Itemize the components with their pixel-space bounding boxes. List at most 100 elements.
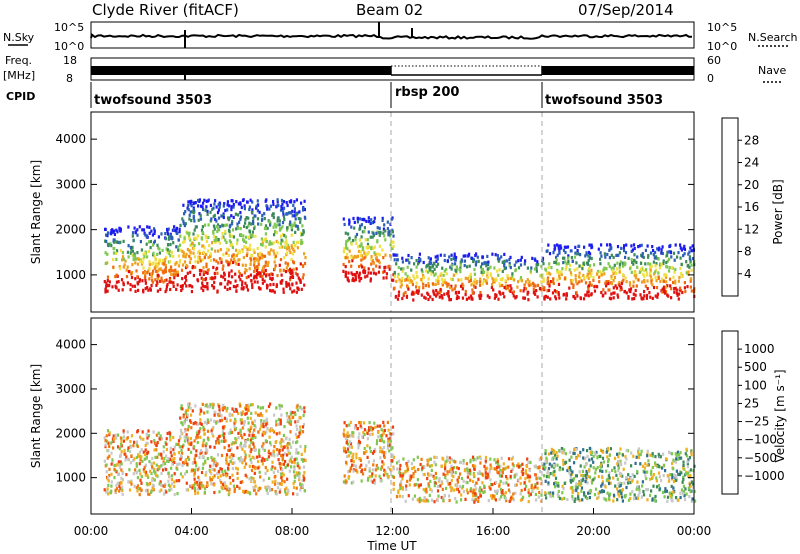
range-cell xyxy=(356,255,359,259)
range-cell xyxy=(291,275,295,279)
range-cell xyxy=(500,474,503,478)
range-cell xyxy=(242,444,246,448)
range-cell xyxy=(217,438,220,443)
range-cell xyxy=(230,453,233,457)
range-cell xyxy=(360,463,363,467)
range-cell xyxy=(148,240,151,244)
range-cell xyxy=(272,449,275,453)
range-cell xyxy=(396,467,399,471)
range-cell xyxy=(136,489,139,493)
range-cell xyxy=(114,488,117,492)
range-cell xyxy=(299,220,302,224)
range-cell xyxy=(298,431,301,435)
range-cell xyxy=(170,280,173,284)
range-cell xyxy=(260,421,263,426)
range-cell xyxy=(144,278,147,282)
range-cell xyxy=(649,295,652,299)
range-cell xyxy=(233,489,236,494)
range-cell xyxy=(270,488,274,492)
range-cell xyxy=(634,288,637,293)
range-cell xyxy=(139,240,142,244)
range-cell xyxy=(654,268,658,272)
range-cell xyxy=(600,484,603,488)
range-cell xyxy=(481,255,484,259)
range-cell xyxy=(300,238,303,242)
range-cell xyxy=(206,429,210,433)
range-cell xyxy=(144,251,147,256)
range-cell xyxy=(372,246,375,250)
range-cell xyxy=(590,243,593,247)
range-cell xyxy=(248,429,251,433)
range-cell xyxy=(215,421,218,425)
range-cell xyxy=(569,469,572,473)
range-cell xyxy=(219,224,222,229)
range-cell xyxy=(194,201,197,205)
range-cell xyxy=(268,242,271,246)
range-cell xyxy=(535,289,538,293)
range-cell xyxy=(491,276,494,281)
range-cell xyxy=(542,279,545,283)
range-cell xyxy=(198,485,201,489)
range-cell xyxy=(538,476,541,480)
range-cell xyxy=(633,497,636,501)
range-cell xyxy=(612,296,615,300)
range-cell xyxy=(436,498,439,502)
range-cell xyxy=(552,277,555,281)
range-cell xyxy=(198,249,201,253)
range-cell xyxy=(182,240,185,244)
range-cell xyxy=(286,226,289,230)
range-cell xyxy=(290,199,293,203)
range-cell xyxy=(498,282,501,286)
range-cell xyxy=(104,261,107,266)
range-cell xyxy=(582,273,585,278)
range-cell xyxy=(482,490,485,494)
range-cell xyxy=(123,263,126,267)
range-cell xyxy=(616,261,619,265)
range-cell xyxy=(288,459,291,463)
range-cell xyxy=(280,467,283,471)
range-cell xyxy=(575,291,578,295)
range-cell xyxy=(342,217,345,221)
range-cell xyxy=(382,445,386,449)
range-cell xyxy=(437,494,440,498)
range-cell xyxy=(493,458,496,462)
range-cell xyxy=(655,262,658,266)
range-cell xyxy=(134,289,137,293)
range-cell xyxy=(657,452,660,456)
range-cell xyxy=(587,294,590,298)
range-cell xyxy=(474,498,477,502)
range-cell xyxy=(207,256,210,260)
range-cell xyxy=(109,242,112,246)
range-cell xyxy=(550,266,553,270)
range-cell xyxy=(619,459,622,463)
range-cell xyxy=(206,287,209,291)
range-cell xyxy=(199,252,202,256)
range-cell xyxy=(366,252,369,256)
range-cell xyxy=(561,491,564,495)
range-cell xyxy=(121,485,124,489)
range-cell xyxy=(464,254,467,258)
range-cell xyxy=(247,216,250,220)
range-cell xyxy=(568,471,571,475)
range-cell xyxy=(422,260,425,265)
range-cell xyxy=(205,199,208,203)
range-cell xyxy=(480,270,483,274)
range-cell xyxy=(445,459,448,463)
range-cell xyxy=(108,280,111,284)
range-cell xyxy=(499,468,502,472)
range-cell xyxy=(569,473,572,477)
range-cell xyxy=(226,287,229,292)
range-cell xyxy=(562,248,566,253)
range-cell xyxy=(191,210,194,214)
range-cell xyxy=(138,468,141,472)
range-cell xyxy=(430,489,434,493)
range-cell xyxy=(299,262,302,266)
range-cell xyxy=(228,455,231,459)
range-cell xyxy=(235,227,238,231)
range-cell xyxy=(210,217,213,221)
range-cell xyxy=(300,241,303,246)
range-cell xyxy=(688,250,691,254)
range-cell xyxy=(448,456,451,460)
range-cell xyxy=(587,250,591,255)
range-cell xyxy=(574,251,577,255)
